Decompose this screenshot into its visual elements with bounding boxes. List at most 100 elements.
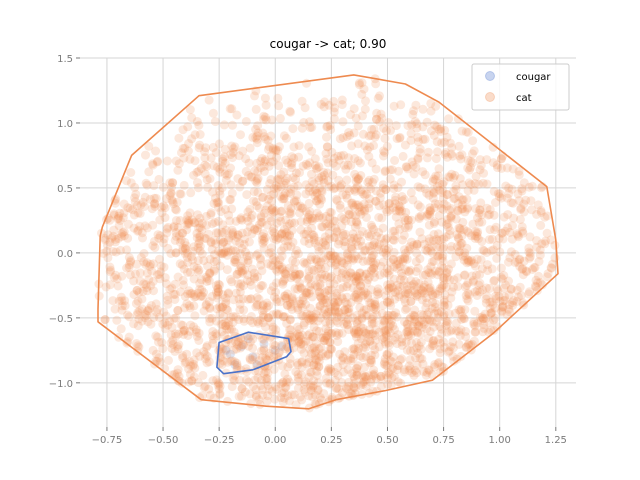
cat-point bbox=[191, 325, 201, 335]
cat-point bbox=[262, 302, 272, 312]
cat-point bbox=[235, 238, 245, 248]
cat-point bbox=[384, 311, 394, 320]
cat-point bbox=[497, 274, 507, 284]
cat-point bbox=[475, 313, 485, 322]
cat-point bbox=[498, 234, 508, 244]
cat-point bbox=[329, 184, 339, 194]
cat-point bbox=[322, 154, 332, 164]
cat-point bbox=[390, 195, 400, 205]
cat-point bbox=[230, 257, 239, 267]
cat-point bbox=[433, 359, 443, 369]
cat-point bbox=[259, 236, 269, 246]
cat-point bbox=[503, 210, 513, 220]
cat-point bbox=[261, 367, 271, 377]
y-tick-label: −0.5 bbox=[49, 314, 73, 325]
cat-point bbox=[215, 235, 225, 245]
cat-point bbox=[215, 389, 225, 399]
cat-point bbox=[446, 259, 456, 269]
cat-point bbox=[227, 382, 237, 392]
cat-point bbox=[294, 336, 304, 346]
cat-point bbox=[374, 289, 384, 299]
cat-point bbox=[393, 183, 403, 193]
cat-point bbox=[358, 331, 368, 341]
cat-point bbox=[440, 301, 449, 311]
cat-point bbox=[515, 261, 525, 271]
cat-point bbox=[444, 346, 454, 356]
cat-point bbox=[239, 305, 249, 315]
cat-point bbox=[207, 291, 217, 301]
cat-point bbox=[434, 286, 444, 296]
cat-point bbox=[497, 303, 507, 313]
cat-point bbox=[260, 156, 270, 166]
cat-point bbox=[262, 298, 272, 308]
cat-point bbox=[355, 268, 365, 278]
cat-point bbox=[376, 188, 386, 198]
cat-point bbox=[403, 281, 413, 291]
cat-point bbox=[387, 373, 397, 383]
cat-point bbox=[403, 215, 413, 225]
cat-point bbox=[135, 268, 145, 278]
cat-point bbox=[252, 138, 262, 148]
cat-point bbox=[217, 249, 227, 259]
cat-point bbox=[325, 337, 335, 347]
cat-point bbox=[390, 226, 400, 236]
cat-point bbox=[229, 327, 239, 337]
cat-point bbox=[138, 286, 148, 296]
cat-point bbox=[201, 354, 210, 364]
cat-point bbox=[499, 283, 509, 293]
cat-point bbox=[411, 277, 421, 286]
cat-point bbox=[148, 259, 158, 269]
cat-point bbox=[260, 134, 270, 144]
cat-point bbox=[193, 183, 203, 193]
cat-point bbox=[299, 318, 309, 328]
cat-point bbox=[405, 355, 415, 365]
cat-point bbox=[271, 256, 281, 266]
cat-point bbox=[403, 223, 413, 232]
cat-point bbox=[341, 317, 351, 327]
cat-point bbox=[475, 205, 485, 215]
cat-point bbox=[111, 247, 121, 257]
cat-point bbox=[195, 246, 205, 256]
cat-point bbox=[406, 188, 416, 198]
cat-point bbox=[276, 170, 286, 179]
cat-point bbox=[329, 216, 338, 226]
cat-point bbox=[485, 317, 494, 327]
cougar-point bbox=[237, 341, 247, 351]
cat-point bbox=[204, 229, 214, 239]
cat-point bbox=[219, 237, 229, 247]
cat-point bbox=[307, 213, 317, 223]
cat-point bbox=[277, 229, 286, 239]
cat-point bbox=[325, 121, 335, 130]
cat-point bbox=[310, 185, 320, 195]
cat-point bbox=[507, 221, 517, 231]
cat-point bbox=[470, 321, 480, 331]
cat-point bbox=[182, 349, 192, 359]
cat-point bbox=[397, 206, 407, 216]
cat-point bbox=[113, 214, 123, 224]
cat-point bbox=[355, 202, 365, 212]
cat-point bbox=[325, 344, 335, 354]
cat-point bbox=[308, 187, 318, 197]
cat-point bbox=[251, 124, 261, 134]
cat-point bbox=[146, 301, 156, 310]
cat-point bbox=[390, 288, 400, 297]
cat-point bbox=[299, 320, 309, 330]
cat-point bbox=[185, 267, 195, 277]
cat-point bbox=[463, 288, 473, 298]
cat-point bbox=[125, 270, 135, 280]
cat-point bbox=[117, 296, 127, 306]
cat-point bbox=[380, 317, 389, 327]
cat-point bbox=[482, 291, 492, 301]
cat-point bbox=[197, 219, 207, 228]
cat-point bbox=[286, 208, 296, 218]
cat-point bbox=[379, 333, 389, 343]
cat-point bbox=[327, 344, 337, 354]
cat-point bbox=[335, 253, 345, 262]
cat-point bbox=[370, 297, 380, 307]
cat-point bbox=[479, 323, 489, 333]
cat-point bbox=[321, 240, 331, 250]
cat-point bbox=[336, 203, 345, 213]
cat-point bbox=[337, 95, 347, 105]
cat-point bbox=[412, 319, 422, 329]
cat-point bbox=[455, 151, 465, 161]
